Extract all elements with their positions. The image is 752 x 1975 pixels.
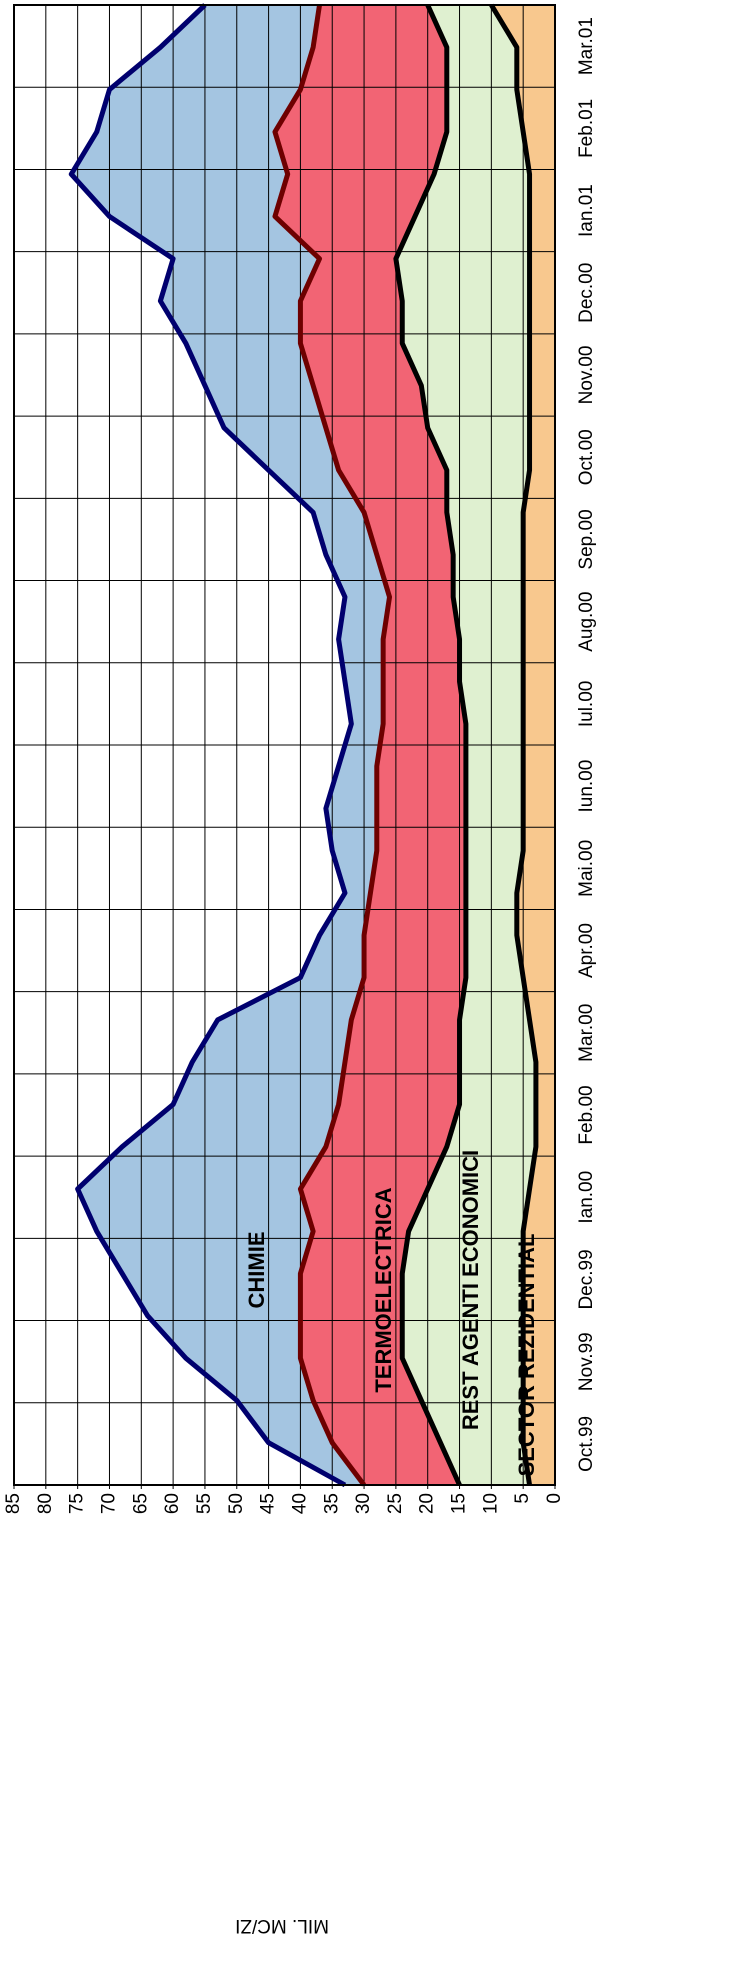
x-tick-label: Iun.00 xyxy=(576,760,597,813)
x-tick-label: Oct.00 xyxy=(576,429,597,485)
y-axis-title: MIL. MC/ZI xyxy=(235,1915,329,1936)
x-tick-label: Ian.01 xyxy=(576,184,597,237)
y-tick-label: 45 xyxy=(258,1493,279,1514)
x-tick-label: Iul.00 xyxy=(576,681,597,727)
area-fill xyxy=(71,5,390,1485)
series-label: SECTOR REZIDENTIAL xyxy=(514,1234,539,1477)
y-tick-label: 20 xyxy=(417,1493,438,1514)
x-tick-label: Ian.00 xyxy=(576,1171,597,1224)
area-fill xyxy=(395,5,536,1485)
area-line xyxy=(272,4,393,1487)
y-tick-label: 85 xyxy=(3,1493,24,1514)
x-tick-label: Nov.99 xyxy=(576,1332,597,1391)
rotated-chart: MIL. MC/ZI 05 10 15 20 25 30 35 40 45 50 55 60 65 70 7… xyxy=(3,3,597,1936)
area-fill xyxy=(274,5,466,1485)
y-tick-label: 40 xyxy=(289,1493,310,1514)
y-tick-label: 70 xyxy=(98,1493,119,1514)
area-line xyxy=(489,3,539,1486)
x-tick-label: Nov.00 xyxy=(576,346,597,405)
y-tick-label: 5 xyxy=(512,1493,533,1504)
y-tick-label: 55 xyxy=(194,1493,215,1514)
x-tick-label: Dec.99 xyxy=(576,1249,597,1309)
x-tick-label: Feb.00 xyxy=(576,1085,597,1144)
x-tick-label: Aug.00 xyxy=(576,592,597,652)
y-tick-label: 50 xyxy=(226,1493,247,1514)
y-tick-label: 25 xyxy=(385,1493,406,1514)
y-tick-label: 80 xyxy=(35,1493,56,1514)
series-label: CHIMIE xyxy=(244,1232,269,1309)
y-tick-label: 60 xyxy=(162,1493,183,1514)
y-tick-label: 15 xyxy=(449,1493,470,1514)
y-tick-label: 35 xyxy=(321,1493,342,1514)
area-line xyxy=(393,3,469,1487)
y-tick-label: 0 xyxy=(544,1493,565,1504)
y-tick-label: 30 xyxy=(353,1493,374,1514)
x-tick-label: Feb.01 xyxy=(576,99,597,158)
x-tick-label: Dec.00 xyxy=(576,263,597,323)
area-line xyxy=(68,3,354,1488)
x-tick-label: Mar.01 xyxy=(576,17,597,75)
y-tick-label: 75 xyxy=(67,1493,88,1514)
x-tick-label: Mai.00 xyxy=(576,840,597,897)
x-tick-label: Oct.99 xyxy=(576,1416,597,1472)
x-tick-label: Sep.00 xyxy=(576,509,597,569)
series-label: REST AGENTI ECONOMICI xyxy=(458,1150,483,1430)
y-tick-label: 65 xyxy=(130,1493,151,1514)
plot-border xyxy=(13,4,556,1486)
x-tick-label: Mar.00 xyxy=(576,1004,597,1062)
y-tick-label: 10 xyxy=(480,1493,501,1514)
x-tick-label: Apr.00 xyxy=(576,923,597,978)
series-label: TERMOELECTRICA xyxy=(371,1187,396,1392)
